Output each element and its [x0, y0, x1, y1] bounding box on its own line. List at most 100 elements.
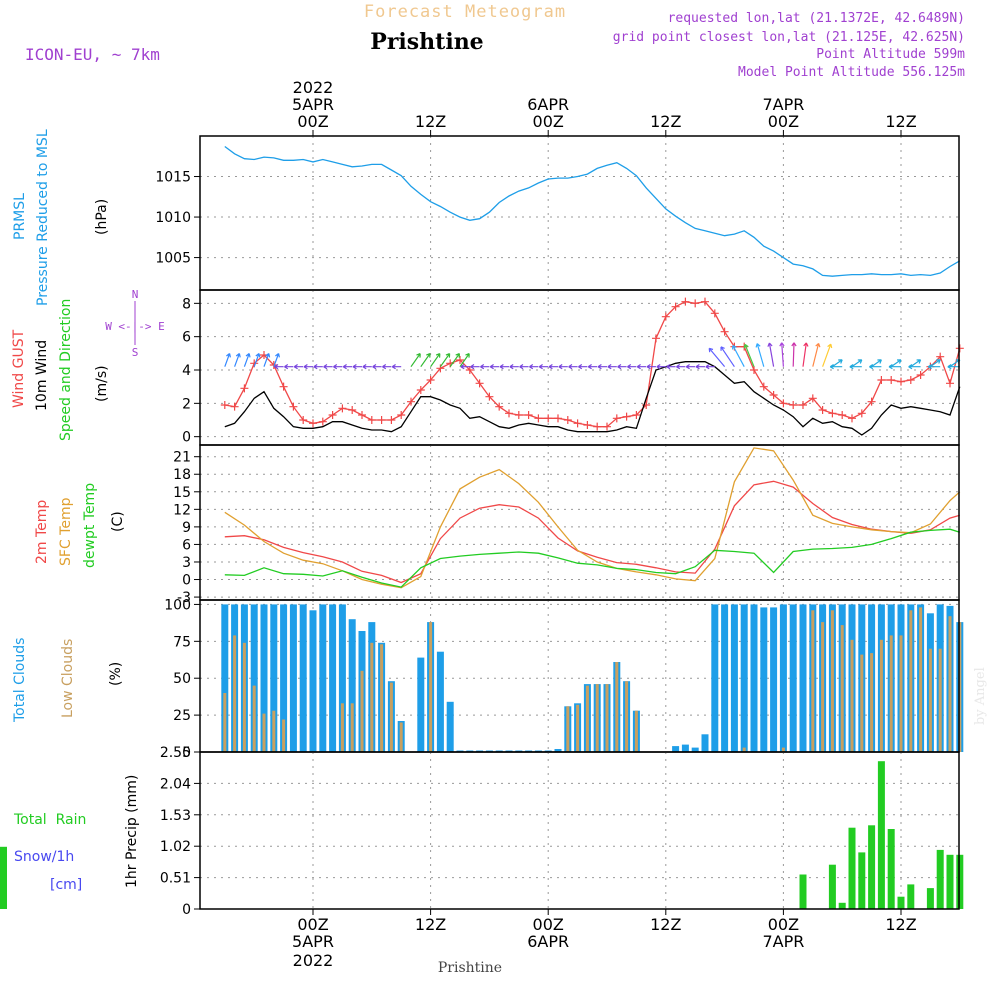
- low-cloud-bar: [370, 642, 374, 752]
- wind-direction-arrow: [333, 363, 343, 370]
- precip-unit: 1hr Precip (mm): [124, 775, 140, 888]
- gust-marker: [828, 409, 837, 418]
- gust-marker: [769, 391, 778, 399]
- cloud-labels: Total Clouds Low Clouds (%): [12, 638, 124, 723]
- total-cloud-bar: [721, 604, 729, 752]
- low-cloud-bar: [850, 639, 854, 752]
- total-cloud-bar: [740, 604, 748, 752]
- wind-direction-arrow: [284, 363, 294, 370]
- low-cloud-bar: [879, 639, 883, 752]
- wind-direction-arrow: [851, 359, 863, 368]
- y-tick-label: 3: [182, 555, 191, 571]
- gust-marker: [779, 399, 788, 408]
- wind-direction-arrow: [656, 363, 666, 370]
- wind-labels: Wind GUST 10m Wind Speed and Direction (…: [11, 299, 110, 441]
- gust-marker: [505, 409, 513, 418]
- y-tick-label: 2: [182, 396, 191, 412]
- total-cloud-bar: [760, 607, 768, 752]
- low-cloud-bar: [919, 607, 923, 752]
- gust-marker: [877, 376, 886, 384]
- wind-direction-arrow: [382, 363, 392, 370]
- y-tick-label: 0.51: [160, 871, 191, 887]
- y-tick-label: 0: [182, 573, 191, 589]
- gust-marker: [456, 356, 464, 364]
- wind-direction-arrow: [470, 363, 480, 370]
- pressure-label-2: Pressure Reduced to MSL: [35, 129, 51, 306]
- gust-marker: [593, 422, 602, 431]
- precip-bar: [936, 849, 944, 909]
- gust-marker: [867, 397, 876, 406]
- y-tick-label: 18: [173, 467, 191, 483]
- wind-direction-arrow: [607, 363, 617, 370]
- wind-direction-arrow: [449, 353, 460, 368]
- low-cloud-bar: [830, 610, 834, 752]
- bottom-hour-label: 00Z: [768, 915, 799, 934]
- gust-marker: [524, 411, 533, 419]
- gust-marker: [701, 297, 709, 306]
- temp-unit: (C): [110, 511, 126, 532]
- gust-marker: [465, 366, 474, 374]
- panel-wind: 0 2 4 6 8: [182, 289, 964, 446]
- wind-direction-arrow: [743, 343, 755, 367]
- compass-rose: N W <-|-> E S: [105, 288, 165, 359]
- gust-marker: [720, 327, 729, 336]
- low-cloud-bar: [840, 625, 844, 752]
- precip-bar: [897, 896, 905, 909]
- precip-bar: [956, 854, 964, 909]
- total-cloud-bar: [701, 734, 709, 752]
- total-cloud-bar: [338, 604, 346, 752]
- total-cloud-bar: [770, 607, 778, 752]
- y-tick-label: 1015: [155, 170, 191, 186]
- low-cloud-bar: [576, 704, 580, 752]
- wind-direction-arrow: [362, 363, 372, 370]
- wind-direction-arrow: [303, 363, 314, 370]
- series-line-wind-gust: [224, 300, 961, 428]
- gust-marker: [563, 416, 572, 424]
- gust-marker: [897, 377, 905, 386]
- wind-direction-arrow: [732, 344, 745, 367]
- wind-direction-arrow: [646, 363, 657, 370]
- gust-marker: [612, 414, 621, 423]
- wind-direction-arrow: [802, 342, 809, 367]
- total-cloud-bar: [309, 610, 317, 752]
- y-tick-label: 6: [182, 330, 191, 346]
- gust-marker: [534, 414, 543, 423]
- precip-labels: Total Rain Snow/1h [cm] 1hr Precip (mm): [13, 775, 140, 893]
- bottom-hour-label: 00Z: [297, 915, 328, 934]
- gust-marker: [759, 382, 768, 391]
- y-tick-label: 21: [173, 450, 191, 466]
- low-cloud-bar: [380, 644, 384, 752]
- wind-direction-arrow: [519, 363, 529, 370]
- wind-direction-arrow: [720, 346, 735, 368]
- wind-direction-arrow: [568, 363, 578, 370]
- total-cloud-bar: [672, 746, 680, 752]
- gust-marker: [426, 376, 435, 384]
- low-cloud-bar: [272, 710, 276, 752]
- low-cloud-bar: [233, 635, 237, 752]
- gust-marker: [789, 401, 798, 409]
- wind-direction-arrow: [548, 363, 559, 370]
- gust-marker: [240, 384, 249, 393]
- gust-marker: [632, 411, 641, 419]
- requested-coords: requested lon,lat (21.1372E, 42.6489N): [668, 11, 965, 26]
- wind-direction-arrow: [352, 363, 363, 370]
- low-cloud-bar: [928, 648, 932, 752]
- total-cloud-bar: [329, 604, 337, 752]
- total-cloud-bar: [260, 604, 268, 752]
- gust-marker: [681, 297, 690, 306]
- precip-bar: [799, 874, 807, 909]
- gust-marker: [475, 379, 484, 388]
- temp-sfc-label: SFC Temp: [58, 497, 74, 566]
- bottom-hour-label: 00Z: [533, 915, 564, 934]
- gust-marker: [554, 414, 562, 423]
- gust-marker: [544, 414, 553, 423]
- gust-marker: [220, 401, 229, 409]
- low-cloud-bar: [948, 616, 952, 752]
- y-tick-label: 1.02: [160, 839, 191, 855]
- y-tick-label: 1005: [155, 251, 191, 267]
- precip-bar: [877, 761, 885, 909]
- precip-bar: [907, 884, 915, 909]
- wind-gust-label: Wind GUST: [11, 329, 27, 408]
- gust-marker: [377, 416, 386, 424]
- total-cloud-bar: [711, 604, 719, 752]
